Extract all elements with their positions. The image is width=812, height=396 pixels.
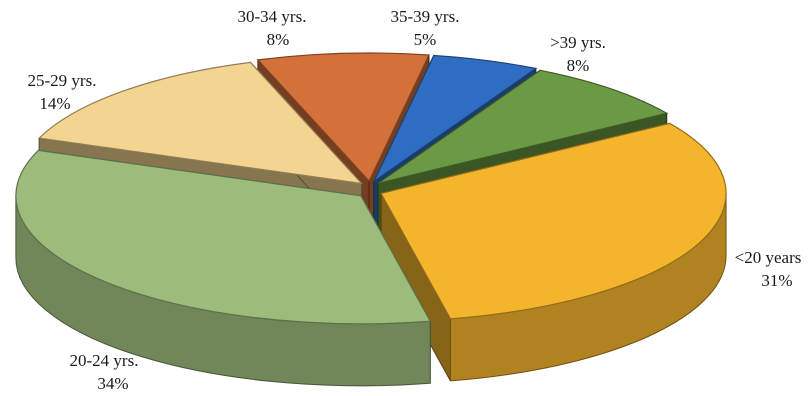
label-20-24-pct: 34%	[97, 374, 128, 393]
label-35-39-name: 35-39 yrs.	[391, 7, 460, 26]
slice-25-29-yrs	[37, 61, 364, 185]
slice-35-39-yrs	[372, 54, 538, 184]
label-under20-pct: 31%	[761, 271, 792, 290]
label-35-39-pct: 5%	[414, 30, 437, 49]
label-under20-name: <20 years	[735, 248, 802, 267]
label-20-24-name: 20-24 yrs.	[70, 351, 139, 370]
slice-20-24-yrs	[15, 149, 432, 325]
label-30-34-name: 30-34 yrs.	[238, 7, 307, 26]
label-25-29-pct: 14%	[39, 94, 70, 113]
label-25-29-name: 25-29 yrs.	[28, 71, 97, 90]
slice-30-34-yrs	[256, 52, 430, 183]
label-over39-name: >39 yrs.	[550, 33, 606, 52]
label-over39-pct: 8%	[567, 56, 590, 75]
slice-labels: 35-39 yrs. 5% >39 yrs. 8% <20 years 31% …	[28, 7, 802, 393]
slice-20-years	[380, 122, 727, 320]
slice-tops	[15, 52, 727, 325]
slice-39-yrs	[377, 69, 669, 184]
label-30-34-pct: 8%	[267, 30, 290, 49]
